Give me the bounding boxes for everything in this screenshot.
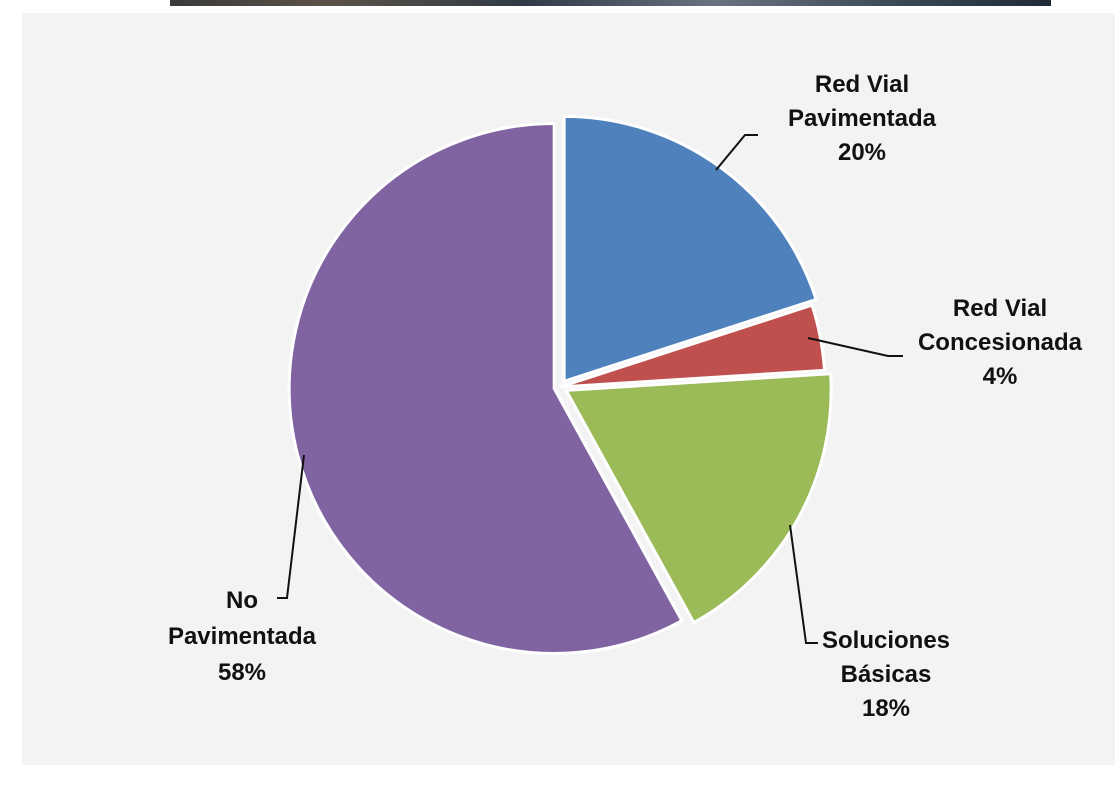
data-label-category: Básicas <box>841 661 932 688</box>
data-label-percent: 4% <box>983 363 1018 390</box>
data-label: No Pavimentada 58% <box>168 587 317 686</box>
pie-slice-no-pavimentada <box>287 121 684 655</box>
data-label: Red Vial Pavimentada 20% <box>788 71 937 166</box>
pie-slice-red-vial-pavimentada <box>562 114 819 384</box>
slice-labels: Red Vial Pavimentada 20% Red Vial Concesiona… <box>168 71 1083 722</box>
leader-line <box>277 454 305 599</box>
data-label-percent: 58% <box>218 659 266 686</box>
pie-slices <box>287 114 833 655</box>
pie-slice-soluciones-b-sicas <box>563 372 833 625</box>
leader-lines <box>277 134 903 644</box>
leader-line <box>715 134 758 171</box>
data-label-percent: 18% <box>862 695 910 722</box>
data-label: Soluciones Básicas 18% <box>822 627 950 722</box>
data-label-category: Red Vial <box>953 295 1047 322</box>
data-label-category: Pavimentada <box>168 623 317 650</box>
data-label-category: Pavimentada <box>788 105 937 132</box>
data-label-percent: 20% <box>838 139 886 166</box>
leader-line <box>789 524 818 644</box>
data-label-category: Red Vial <box>815 71 909 98</box>
data-label-category: Concesionada <box>918 329 1083 356</box>
leader-line <box>807 337 903 357</box>
data-label: Red Vial Concesionada 4% <box>918 295 1083 390</box>
pie-slice-red-vial-concesionada <box>559 303 827 389</box>
data-label-category: Soluciones <box>822 627 950 654</box>
header-photo-strip <box>170 0 1051 6</box>
data-label-category: No <box>226 587 258 614</box>
